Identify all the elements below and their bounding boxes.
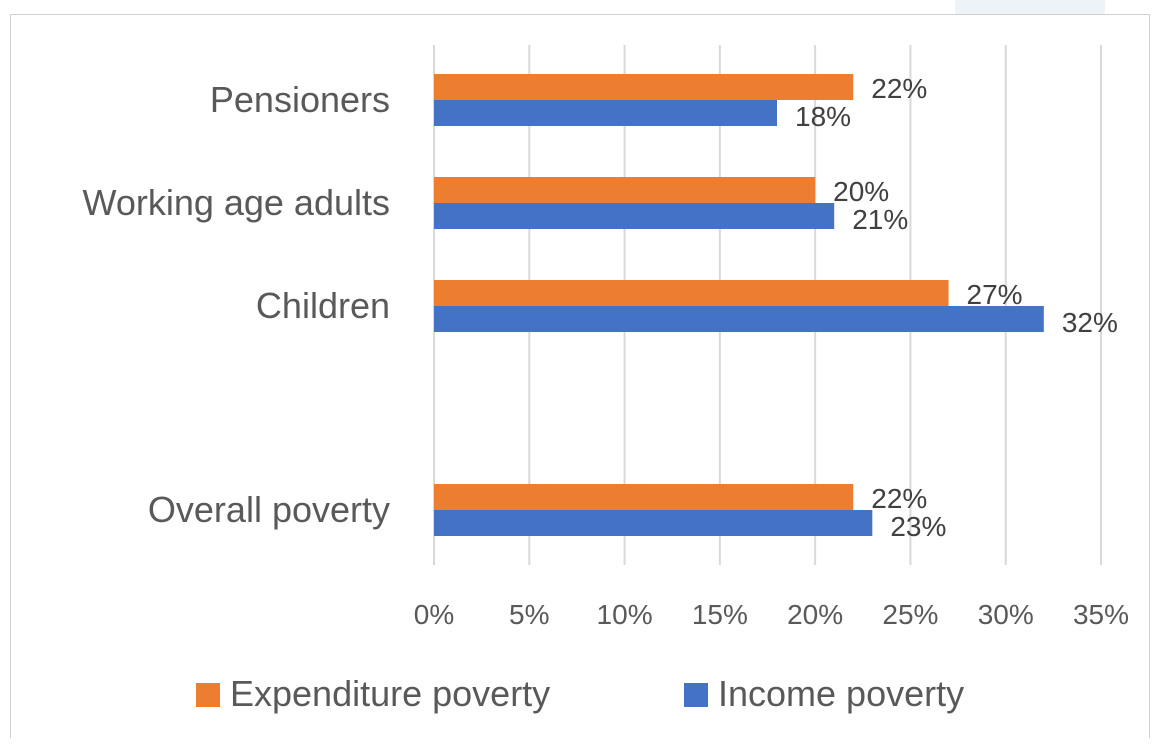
x-tick-label: 20% (787, 599, 843, 630)
category-labels: Pensioners Working age adults Children Over… (82, 79, 390, 530)
data-label: 32% (1062, 307, 1118, 338)
chart-frame (10, 14, 1150, 738)
category-label: Pensioners (210, 79, 390, 120)
bar-expenditure (434, 74, 854, 100)
data-label: 23% (890, 511, 946, 542)
bar-income (434, 510, 873, 536)
data-label: 27% (967, 279, 1023, 310)
legend-swatch-income (684, 683, 708, 707)
data-label: 18% (795, 101, 851, 132)
legend-swatch-expenditure (196, 683, 220, 707)
x-tick-label: 0% (414, 599, 454, 630)
bar-income (434, 100, 778, 126)
data-labels: 22% 20% 27% 22% 18% 21% 32% 23% (795, 73, 1118, 542)
data-label: 22% (871, 73, 927, 104)
background-decoration (955, 0, 1105, 14)
x-tick-label: 5% (509, 599, 549, 630)
legend: Expenditure poverty Income poverty (196, 673, 964, 714)
bar-income (434, 203, 835, 229)
x-tick-label: 30% (978, 599, 1034, 630)
x-tick-labels: 0% 5% 10% 15% 20% 25% 30% 35% (414, 599, 1129, 630)
data-label: 20% (833, 176, 889, 207)
bar-expenditure (434, 280, 949, 306)
x-tick-label: 25% (882, 599, 938, 630)
category-label: Working age adults (82, 182, 390, 223)
x-tick-label: 35% (1073, 599, 1129, 630)
category-label: Overall poverty (148, 489, 390, 530)
data-label: 22% (871, 483, 927, 514)
bar-income (434, 306, 1044, 332)
legend-label-income: Income poverty (718, 673, 964, 714)
x-tick-label: 15% (692, 599, 748, 630)
category-label: Children (256, 285, 390, 326)
bars (434, 74, 1044, 536)
data-label: 21% (852, 204, 908, 235)
bar-expenditure (434, 177, 816, 203)
legend-label-expenditure: Expenditure poverty (230, 673, 550, 714)
bar-expenditure (434, 484, 854, 510)
x-tick-label: 10% (597, 599, 653, 630)
